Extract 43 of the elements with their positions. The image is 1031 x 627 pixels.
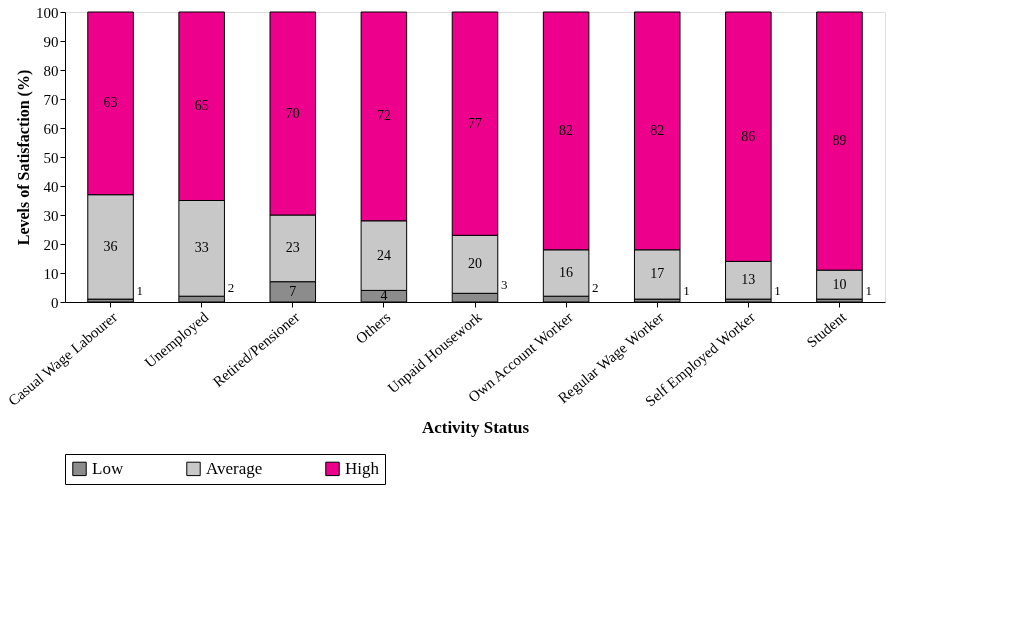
data-label: 24 <box>376 247 391 263</box>
legend-label: Low <box>92 458 124 478</box>
y-tick-label: 80 <box>43 62 59 79</box>
data-label: 4 <box>380 288 388 304</box>
data-label: 36 <box>103 238 118 254</box>
legend-label: High <box>345 458 380 478</box>
y-tick-label: 90 <box>43 33 59 50</box>
y-tick-label: 30 <box>43 207 59 224</box>
data-label: 1 <box>683 283 690 299</box>
data-label: 82 <box>559 122 574 138</box>
data-label: 72 <box>376 108 391 124</box>
y-tick-label: 50 <box>43 149 59 166</box>
data-label: 89 <box>832 133 847 149</box>
data-label: 1 <box>136 283 144 299</box>
data-label: 65 <box>194 98 209 114</box>
y-tick-label: 70 <box>43 91 59 108</box>
data-label: 7 <box>289 283 297 299</box>
y-tick-label: 40 <box>43 178 59 195</box>
data-label: 3 <box>501 277 508 293</box>
y-axis-title: Levels of Satisfaction (%) <box>15 69 33 246</box>
data-label: 77 <box>468 115 482 131</box>
data-label: 16 <box>559 265 574 280</box>
y-tick-label: 100 <box>36 4 59 21</box>
data-label: 1 <box>865 283 872 299</box>
data-label: 10 <box>832 276 847 292</box>
legend-label: Average <box>206 458 263 478</box>
data-label: 63 <box>103 95 118 111</box>
data-label: 20 <box>468 256 482 272</box>
y-tick-label: 20 <box>43 236 59 253</box>
data-label: 2 <box>227 280 235 296</box>
y-tick-label: 10 <box>43 265 59 282</box>
data-label: 1 <box>774 283 781 299</box>
data-label: 2 <box>592 280 599 296</box>
data-label: 17 <box>650 266 665 282</box>
y-tick-label: 0 <box>51 294 59 311</box>
data-label: 23 <box>285 240 300 256</box>
data-label: 33 <box>194 240 209 256</box>
x-axis-title: Activity Status <box>421 417 530 437</box>
data-label: 13 <box>741 272 756 288</box>
y-tick-label: 60 <box>43 120 59 137</box>
data-label: 82 <box>650 122 665 138</box>
data-label: 86 <box>741 128 756 144</box>
data-label: 70 <box>285 105 300 121</box>
